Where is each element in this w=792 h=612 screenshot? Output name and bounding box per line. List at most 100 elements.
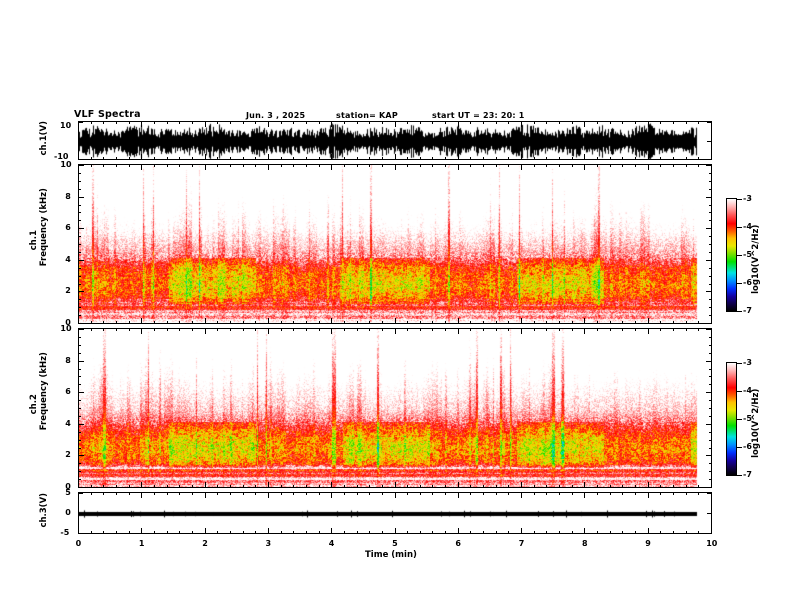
axis-tick [280, 164, 282, 167]
axis-tick [343, 328, 345, 331]
axis-tick [331, 528, 333, 534]
colorbar-tick-label: -3 [743, 358, 752, 367]
axis-tick [78, 236, 81, 238]
axis-tick [407, 531, 409, 534]
axis-tick [711, 528, 712, 534]
axis-tick [647, 318, 649, 324]
axis-tick [685, 328, 687, 331]
axis-tick [78, 471, 81, 473]
axis-tick [217, 157, 219, 160]
axis-tick [179, 321, 181, 324]
axis-tick [483, 531, 485, 534]
axis-tick [597, 328, 599, 331]
axis-tick [673, 328, 675, 331]
axis-tick [78, 259, 84, 261]
axis-tick [407, 328, 409, 331]
axis-tick [217, 321, 219, 324]
axis-tick [445, 531, 447, 534]
colorbar-tick-label: -7 [743, 470, 752, 479]
axis-tick [369, 121, 371, 124]
axis-tick [709, 299, 712, 301]
axis-tick [483, 485, 485, 488]
axis-tick [571, 492, 573, 495]
axis-tick [407, 157, 409, 160]
axis-tick [115, 485, 117, 488]
axis-tick [331, 164, 333, 170]
axis-tick [331, 121, 333, 127]
ch2-spectrogram-ylabel-frequency: Frequency (kHz) [38, 352, 49, 431]
ch2-spectrogram-ylabel-channel: ch.2 [28, 394, 39, 415]
axis-tick [470, 121, 472, 124]
axis-tick [115, 321, 117, 324]
ch1-y-tick-label: 8 [65, 191, 71, 201]
axis-tick [217, 492, 219, 495]
axis-tick [293, 121, 295, 124]
axis-tick [711, 482, 712, 488]
axis-tick [709, 384, 712, 386]
axis-tick [706, 259, 712, 261]
axis-tick [559, 492, 561, 495]
axis-tick [204, 482, 206, 488]
axis-tick [706, 392, 712, 394]
axis-tick [153, 492, 155, 495]
axis-tick [78, 492, 79, 498]
axis-tick [559, 121, 561, 124]
axis-tick [255, 157, 257, 160]
axis-tick [394, 528, 396, 534]
axis-tick [737, 419, 742, 420]
axis-tick [521, 528, 523, 534]
axis-tick [737, 447, 742, 448]
axis-tick [78, 228, 84, 230]
axis-tick [707, 513, 712, 514]
axis-tick [533, 321, 535, 324]
axis-tick [179, 328, 181, 331]
axis-tick [445, 157, 447, 160]
axis-tick [78, 431, 81, 433]
axis-tick [483, 121, 485, 124]
axis-tick [635, 485, 637, 488]
ch2-y-tick-label: 2 [65, 450, 71, 460]
axis-tick [584, 528, 586, 534]
axis-tick [280, 121, 282, 124]
axis-tick [635, 328, 637, 331]
axis-tick [622, 328, 624, 331]
axis-tick [78, 344, 81, 346]
axis-tick [597, 164, 599, 167]
axis-tick [242, 321, 244, 324]
axis-tick [709, 463, 712, 465]
axis-tick [737, 475, 742, 476]
axis-tick [115, 164, 117, 167]
axis-tick [204, 528, 206, 534]
axis-tick [78, 392, 84, 394]
axis-tick [445, 121, 447, 124]
axis-tick [78, 188, 81, 190]
axis-tick [508, 485, 510, 488]
axis-tick [597, 485, 599, 488]
axis-tick [432, 157, 434, 160]
colorbar-ch1 [726, 198, 737, 312]
axis-tick [78, 368, 81, 370]
colorbar-tick-label: -3 [743, 194, 752, 203]
axis-tick [647, 154, 649, 160]
axis-tick [419, 121, 421, 124]
axis-tick [78, 212, 81, 214]
axis-tick [166, 157, 168, 160]
axis-tick [483, 164, 485, 167]
ch2-y-tick-label: 6 [65, 387, 71, 397]
axis-tick [457, 318, 459, 324]
axis-tick [635, 121, 637, 124]
ch1-y-tick-label: 2 [65, 286, 71, 296]
axis-tick [229, 328, 231, 331]
axis-tick [204, 164, 206, 170]
axis-tick [559, 328, 561, 331]
axis-tick [521, 318, 523, 324]
axis-tick [432, 328, 434, 331]
axis-tick [369, 485, 371, 488]
axis-tick [457, 528, 459, 534]
axis-tick [78, 439, 81, 441]
ch2-y-tick-label: 0 [65, 482, 71, 491]
axis-tick [622, 164, 624, 167]
ch1-spectrogram-ylabel-channel: ch.1 [28, 230, 39, 251]
axis-tick [432, 121, 434, 124]
axis-tick [103, 531, 105, 534]
